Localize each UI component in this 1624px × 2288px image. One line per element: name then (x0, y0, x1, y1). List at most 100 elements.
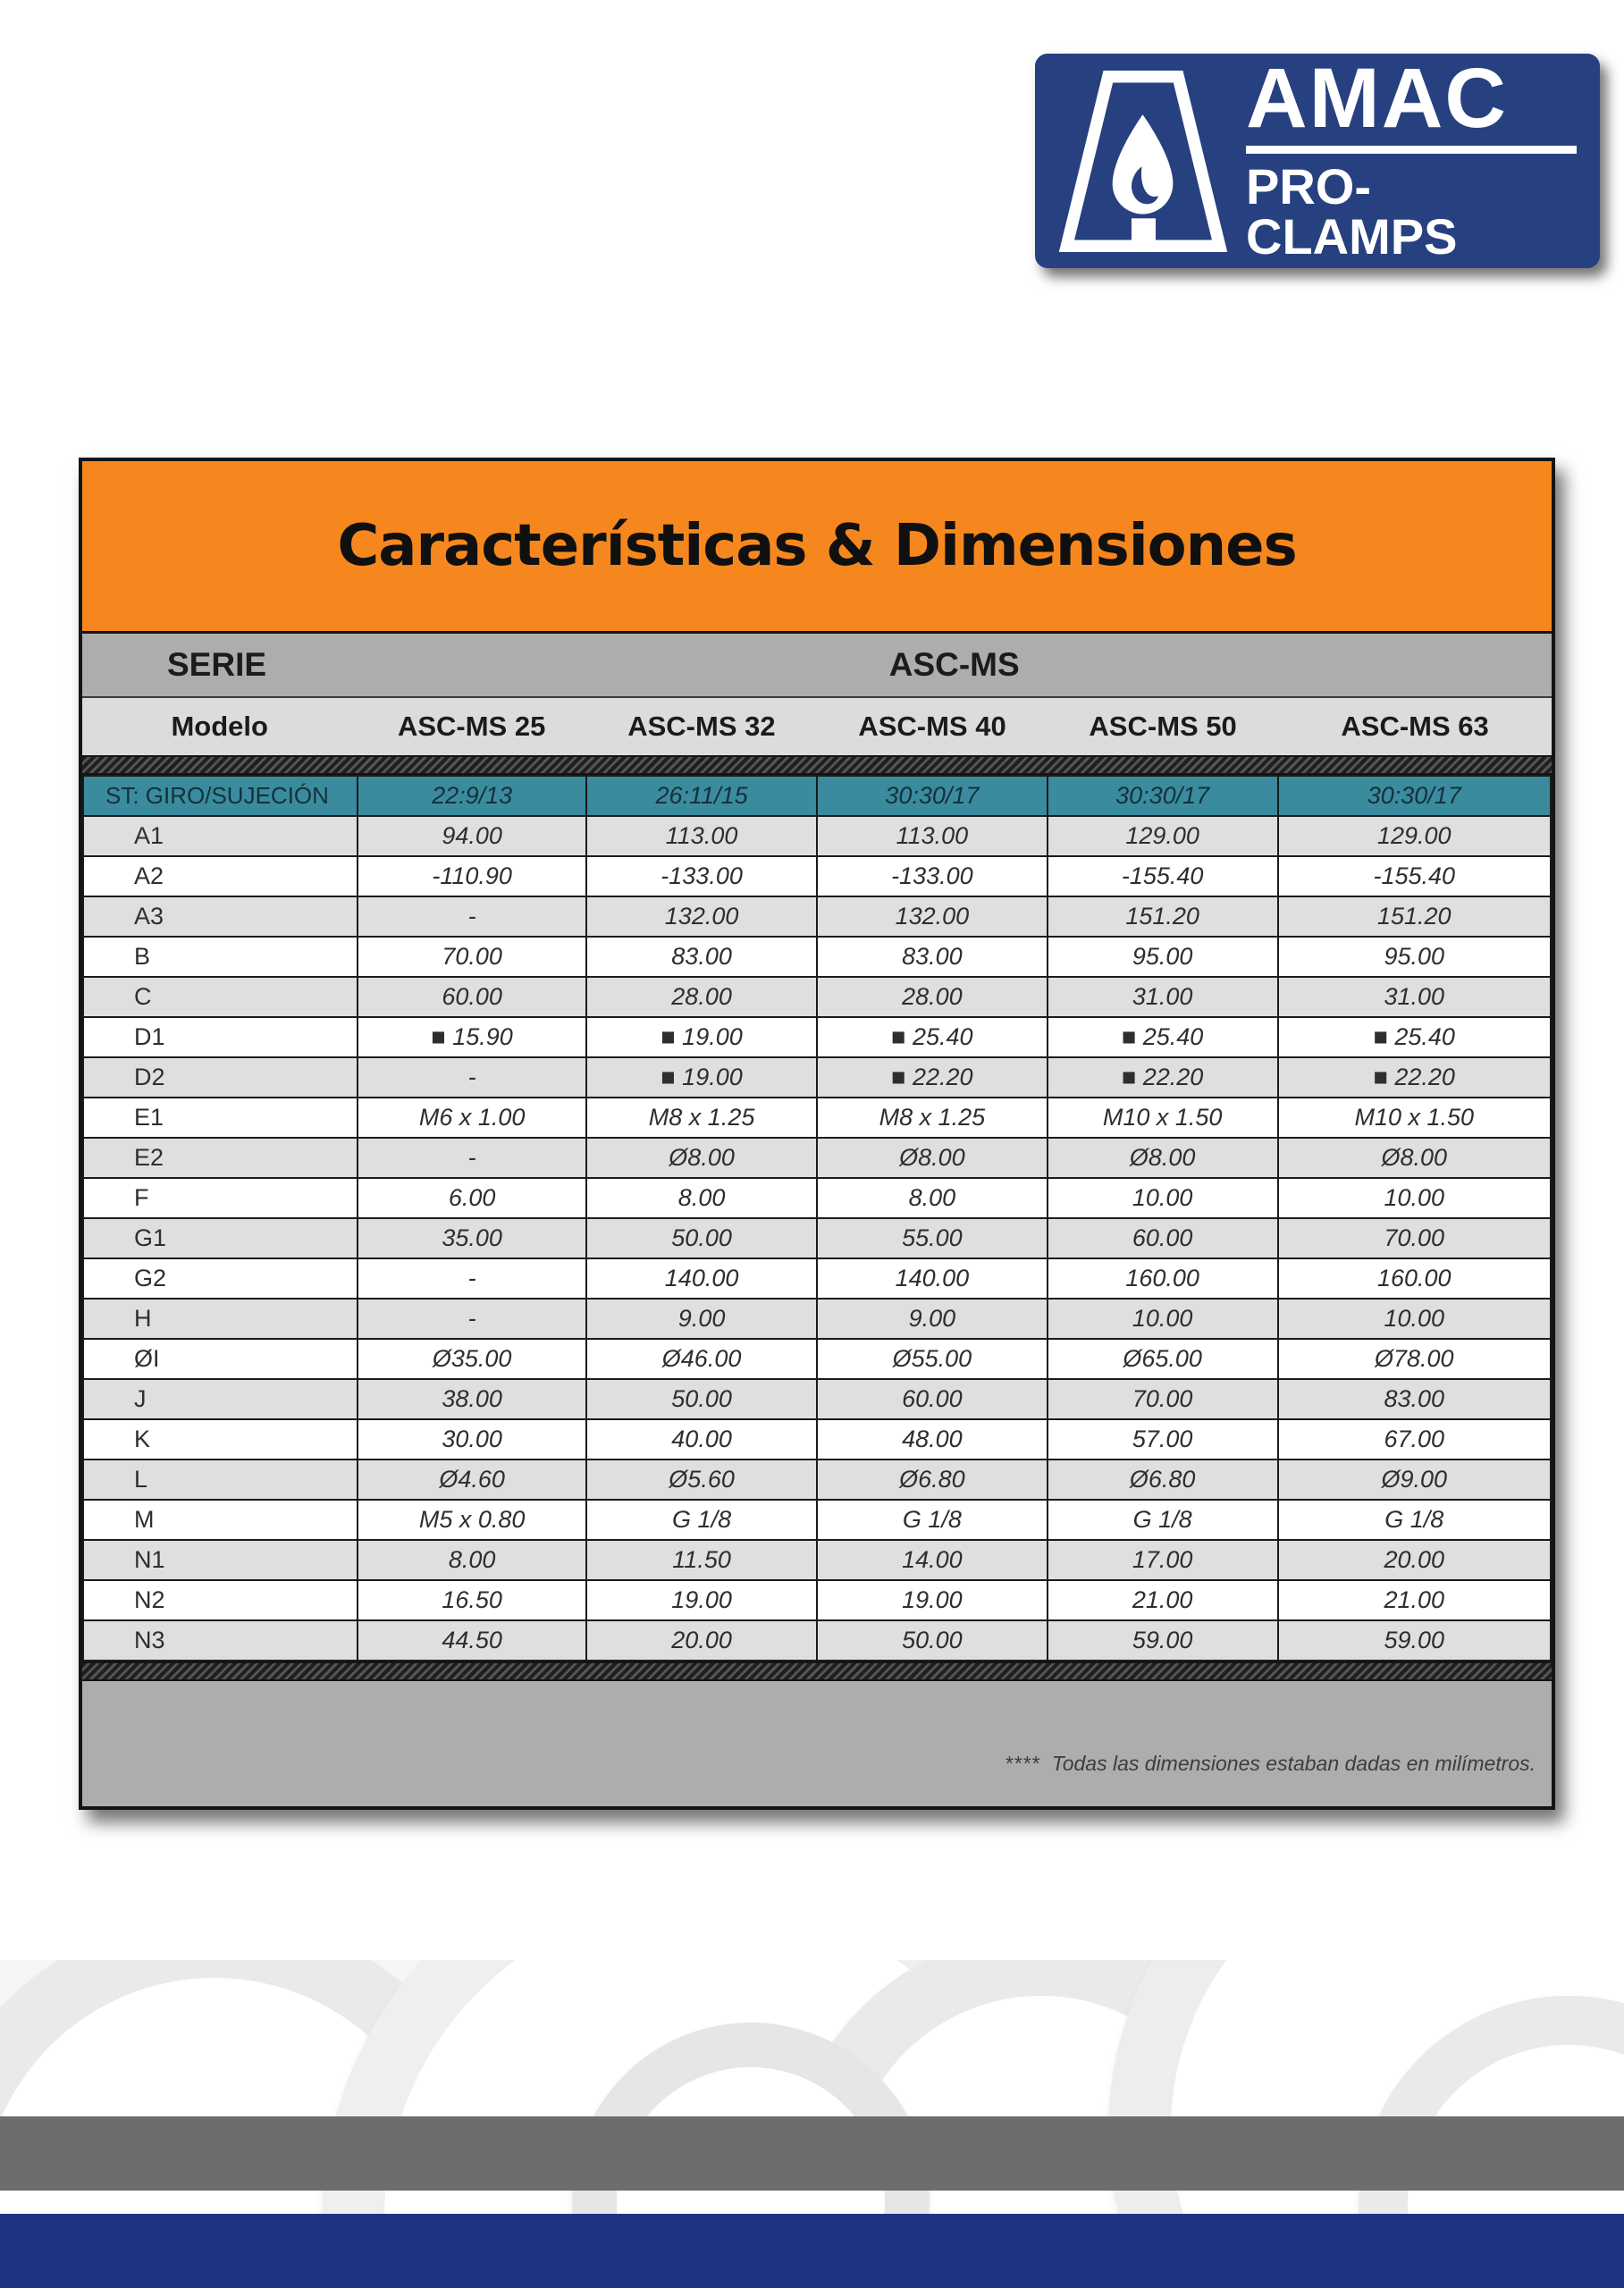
table-cell: 83.00 (815, 936, 1048, 978)
row-label: E1 (81, 1097, 359, 1139)
table-cell: 113.00 (585, 815, 818, 857)
table-cell: Ø35.00 (357, 1338, 588, 1380)
table-cell: G 1/8 (815, 1499, 1048, 1541)
table-cell: ■ 15.90 (357, 1016, 588, 1058)
table-cell: 132.00 (815, 896, 1048, 938)
table-cell: Ø5.60 (585, 1459, 818, 1501)
table-cell: 44.50 (357, 1619, 588, 1661)
table-cell: 95.00 (1276, 936, 1552, 978)
table-cell: 20.00 (585, 1619, 818, 1661)
table-cell: - (357, 1298, 588, 1340)
table-row: H - 9.00 9.00 10.00 10.00 (81, 1298, 1552, 1340)
row-label: D1 (81, 1016, 359, 1058)
table-cell: Ø6.80 (815, 1459, 1048, 1501)
table-cell: - (357, 1137, 588, 1179)
table-cell: 9.00 (585, 1298, 818, 1340)
table-cell: -133.00 (585, 855, 818, 897)
table-cell: M5 x 0.80 (357, 1499, 588, 1541)
table-cell: 60.00 (815, 1378, 1048, 1420)
table-cell: 70.00 (357, 936, 588, 978)
sheet-footer: **** Todas las dimensiones estaban dadas … (82, 1681, 1552, 1806)
table-cell: 30.00 (357, 1418, 588, 1460)
table-cell: ■ 22.20 (1276, 1056, 1552, 1098)
table-cell: 21.00 (1046, 1579, 1279, 1621)
sheet-header: Características & Dimensiones (82, 461, 1552, 631)
table-cell: 113.00 (815, 815, 1048, 857)
table-row: J 38.00 50.00 60.00 70.00 83.00 (81, 1378, 1552, 1420)
table-cell: 57.00 (1046, 1418, 1279, 1460)
table-cell: 60.00 (357, 976, 588, 1018)
model-name: ASC-MS 32 (627, 711, 776, 742)
table-cell: -155.40 (1276, 855, 1552, 897)
table-cell: 35.00 (357, 1217, 588, 1259)
table-cell: 38.00 (357, 1378, 588, 1420)
row-label: ST: GIRO/SUJECIÓN (81, 775, 359, 817)
table-cell: 151.20 (1276, 896, 1552, 938)
logo-divider (1246, 145, 1577, 154)
separator-band (82, 1661, 1552, 1681)
table-cell: 20.00 (1276, 1539, 1552, 1581)
bottom-gray-band (0, 2116, 1624, 2191)
table-cell: 22:9/13 (357, 775, 588, 817)
table-cell: Ø6.80 (1046, 1459, 1279, 1501)
drop-curl (1132, 165, 1158, 204)
table-row: L Ø4.60 Ø5.60 Ø6.80 Ø6.80 Ø9.00 (81, 1459, 1552, 1501)
table-cell: 31.00 (1046, 976, 1279, 1018)
table-cell: 129.00 (1276, 815, 1552, 857)
st-row: ST: GIRO/SUJECIÓN 22:9/13 26:11/15 30:30… (81, 775, 1552, 817)
table-row: F 6.00 8.00 8.00 10.00 10.00 (81, 1177, 1552, 1219)
table-cell: 132.00 (585, 896, 818, 938)
model-name: ASC-MS 50 (1089, 711, 1237, 742)
row-label: A2 (81, 855, 359, 897)
row-label: N2 (81, 1579, 359, 1621)
row-label: K (81, 1418, 359, 1460)
row-label: M (81, 1499, 359, 1541)
dimensions-table: ST: GIRO/SUJECIÓN 22:9/13 26:11/15 30:30… (81, 775, 1552, 1661)
table-cell: 31.00 (1276, 976, 1552, 1018)
row-label: G2 (81, 1258, 359, 1300)
table-cell: -155.40 (1046, 855, 1279, 897)
table-cell: 94.00 (357, 815, 588, 857)
row-label: A3 (81, 896, 359, 938)
table-cell: Ø55.00 (815, 1338, 1048, 1380)
separator-band (82, 755, 1552, 775)
table-cell: 140.00 (815, 1258, 1048, 1300)
logo-brand: AMAC (1246, 51, 1508, 147)
table-cell: 30:30/17 (1046, 775, 1279, 817)
table-cell: Ø8.00 (1046, 1137, 1279, 1179)
table-cell: 17.00 (1046, 1539, 1279, 1581)
row-label: J (81, 1378, 359, 1420)
footnote-stars: **** (1005, 1752, 1041, 1775)
table-row: K 30.00 40.00 48.00 57.00 67.00 (81, 1418, 1552, 1460)
table-cell: 10.00 (1276, 1177, 1552, 1219)
table-cell: 19.00 (585, 1579, 818, 1621)
table-cell: 28.00 (815, 976, 1048, 1018)
row-label: G1 (81, 1217, 359, 1259)
table-cell: -133.00 (815, 855, 1048, 897)
amac-a-drop-icon (1058, 70, 1228, 252)
table-cell: 10.00 (1276, 1298, 1552, 1340)
table-cell: 9.00 (815, 1298, 1048, 1340)
table-cell: ■ 25.40 (815, 1016, 1048, 1058)
row-label: H (81, 1298, 359, 1340)
model-name: ASC-MS 40 (858, 711, 1006, 742)
table-cell: 70.00 (1276, 1217, 1552, 1259)
row-label: L (81, 1459, 359, 1501)
table-cell: - (357, 1258, 588, 1300)
table-cell: 83.00 (585, 936, 818, 978)
table-cell: 10.00 (1046, 1298, 1279, 1340)
table-cell: Ø4.60 (357, 1459, 588, 1501)
table-cell: Ø8.00 (585, 1137, 818, 1179)
table-row: M M5 x 0.80 G 1/8 G 1/8 G 1/8 G 1/8 (81, 1499, 1552, 1541)
table-cell: 8.00 (357, 1539, 588, 1581)
table-cell: G 1/8 (585, 1499, 818, 1541)
table-cell: Ø8.00 (1276, 1137, 1552, 1179)
footnote-text: Todas las dimensiones estaban dadas en m… (1051, 1752, 1536, 1775)
table-row: A3 - 132.00 132.00 151.20 151.20 (81, 896, 1552, 938)
table-cell: G 1/8 (1276, 1499, 1552, 1541)
model-name: ASC-MS 25 (397, 711, 546, 742)
table-cell: Ø46.00 (585, 1338, 818, 1380)
dimensions-footnote: **** Todas las dimensiones estaban dadas … (1006, 1752, 1536, 1776)
dimensions-tbody: ST: GIRO/SUJECIÓN 22:9/13 26:11/15 30:30… (81, 775, 1552, 1661)
